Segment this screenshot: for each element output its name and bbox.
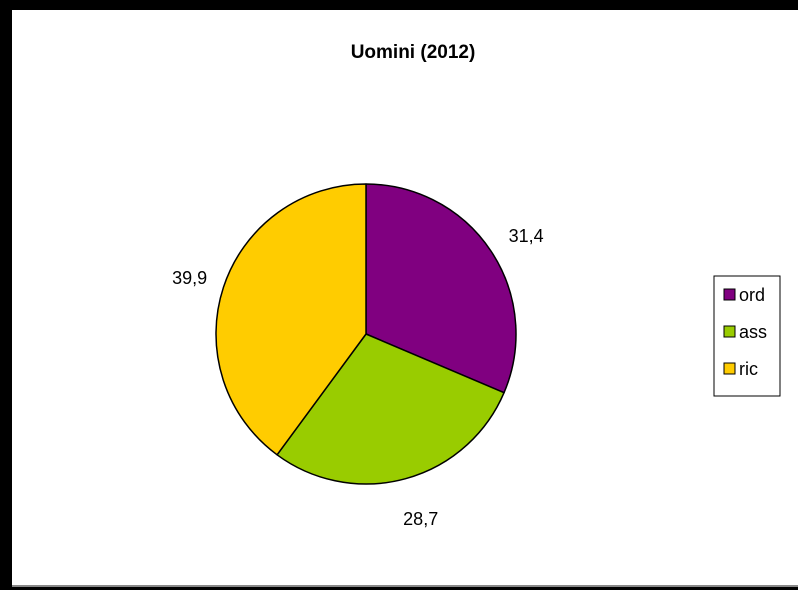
legend: ord ass ric (713, 275, 781, 397)
data-label-ric: 39,9 (172, 268, 207, 288)
bottom-border (12, 585, 798, 587)
legend-swatch-ord (723, 288, 736, 301)
legend-swatch-ric (723, 362, 736, 375)
data-label-ord: 31,4 (509, 226, 544, 246)
pie-slice-ric (215, 183, 367, 456)
legend-label-ord: ord (739, 285, 765, 305)
data-label-ass: 28,7 (403, 509, 438, 529)
legend-label-ass: ass (739, 322, 767, 342)
pie-slice-ord (365, 183, 517, 394)
legend-swatch-ass (723, 325, 736, 338)
pie-slice-ass (276, 333, 505, 485)
pie-slices (215, 183, 517, 485)
data-labels: 31,4 28,7 39,9 (172, 226, 544, 529)
chart-title: Uomini (2012) (351, 42, 476, 63)
legend-label-ric: ric (739, 359, 758, 379)
